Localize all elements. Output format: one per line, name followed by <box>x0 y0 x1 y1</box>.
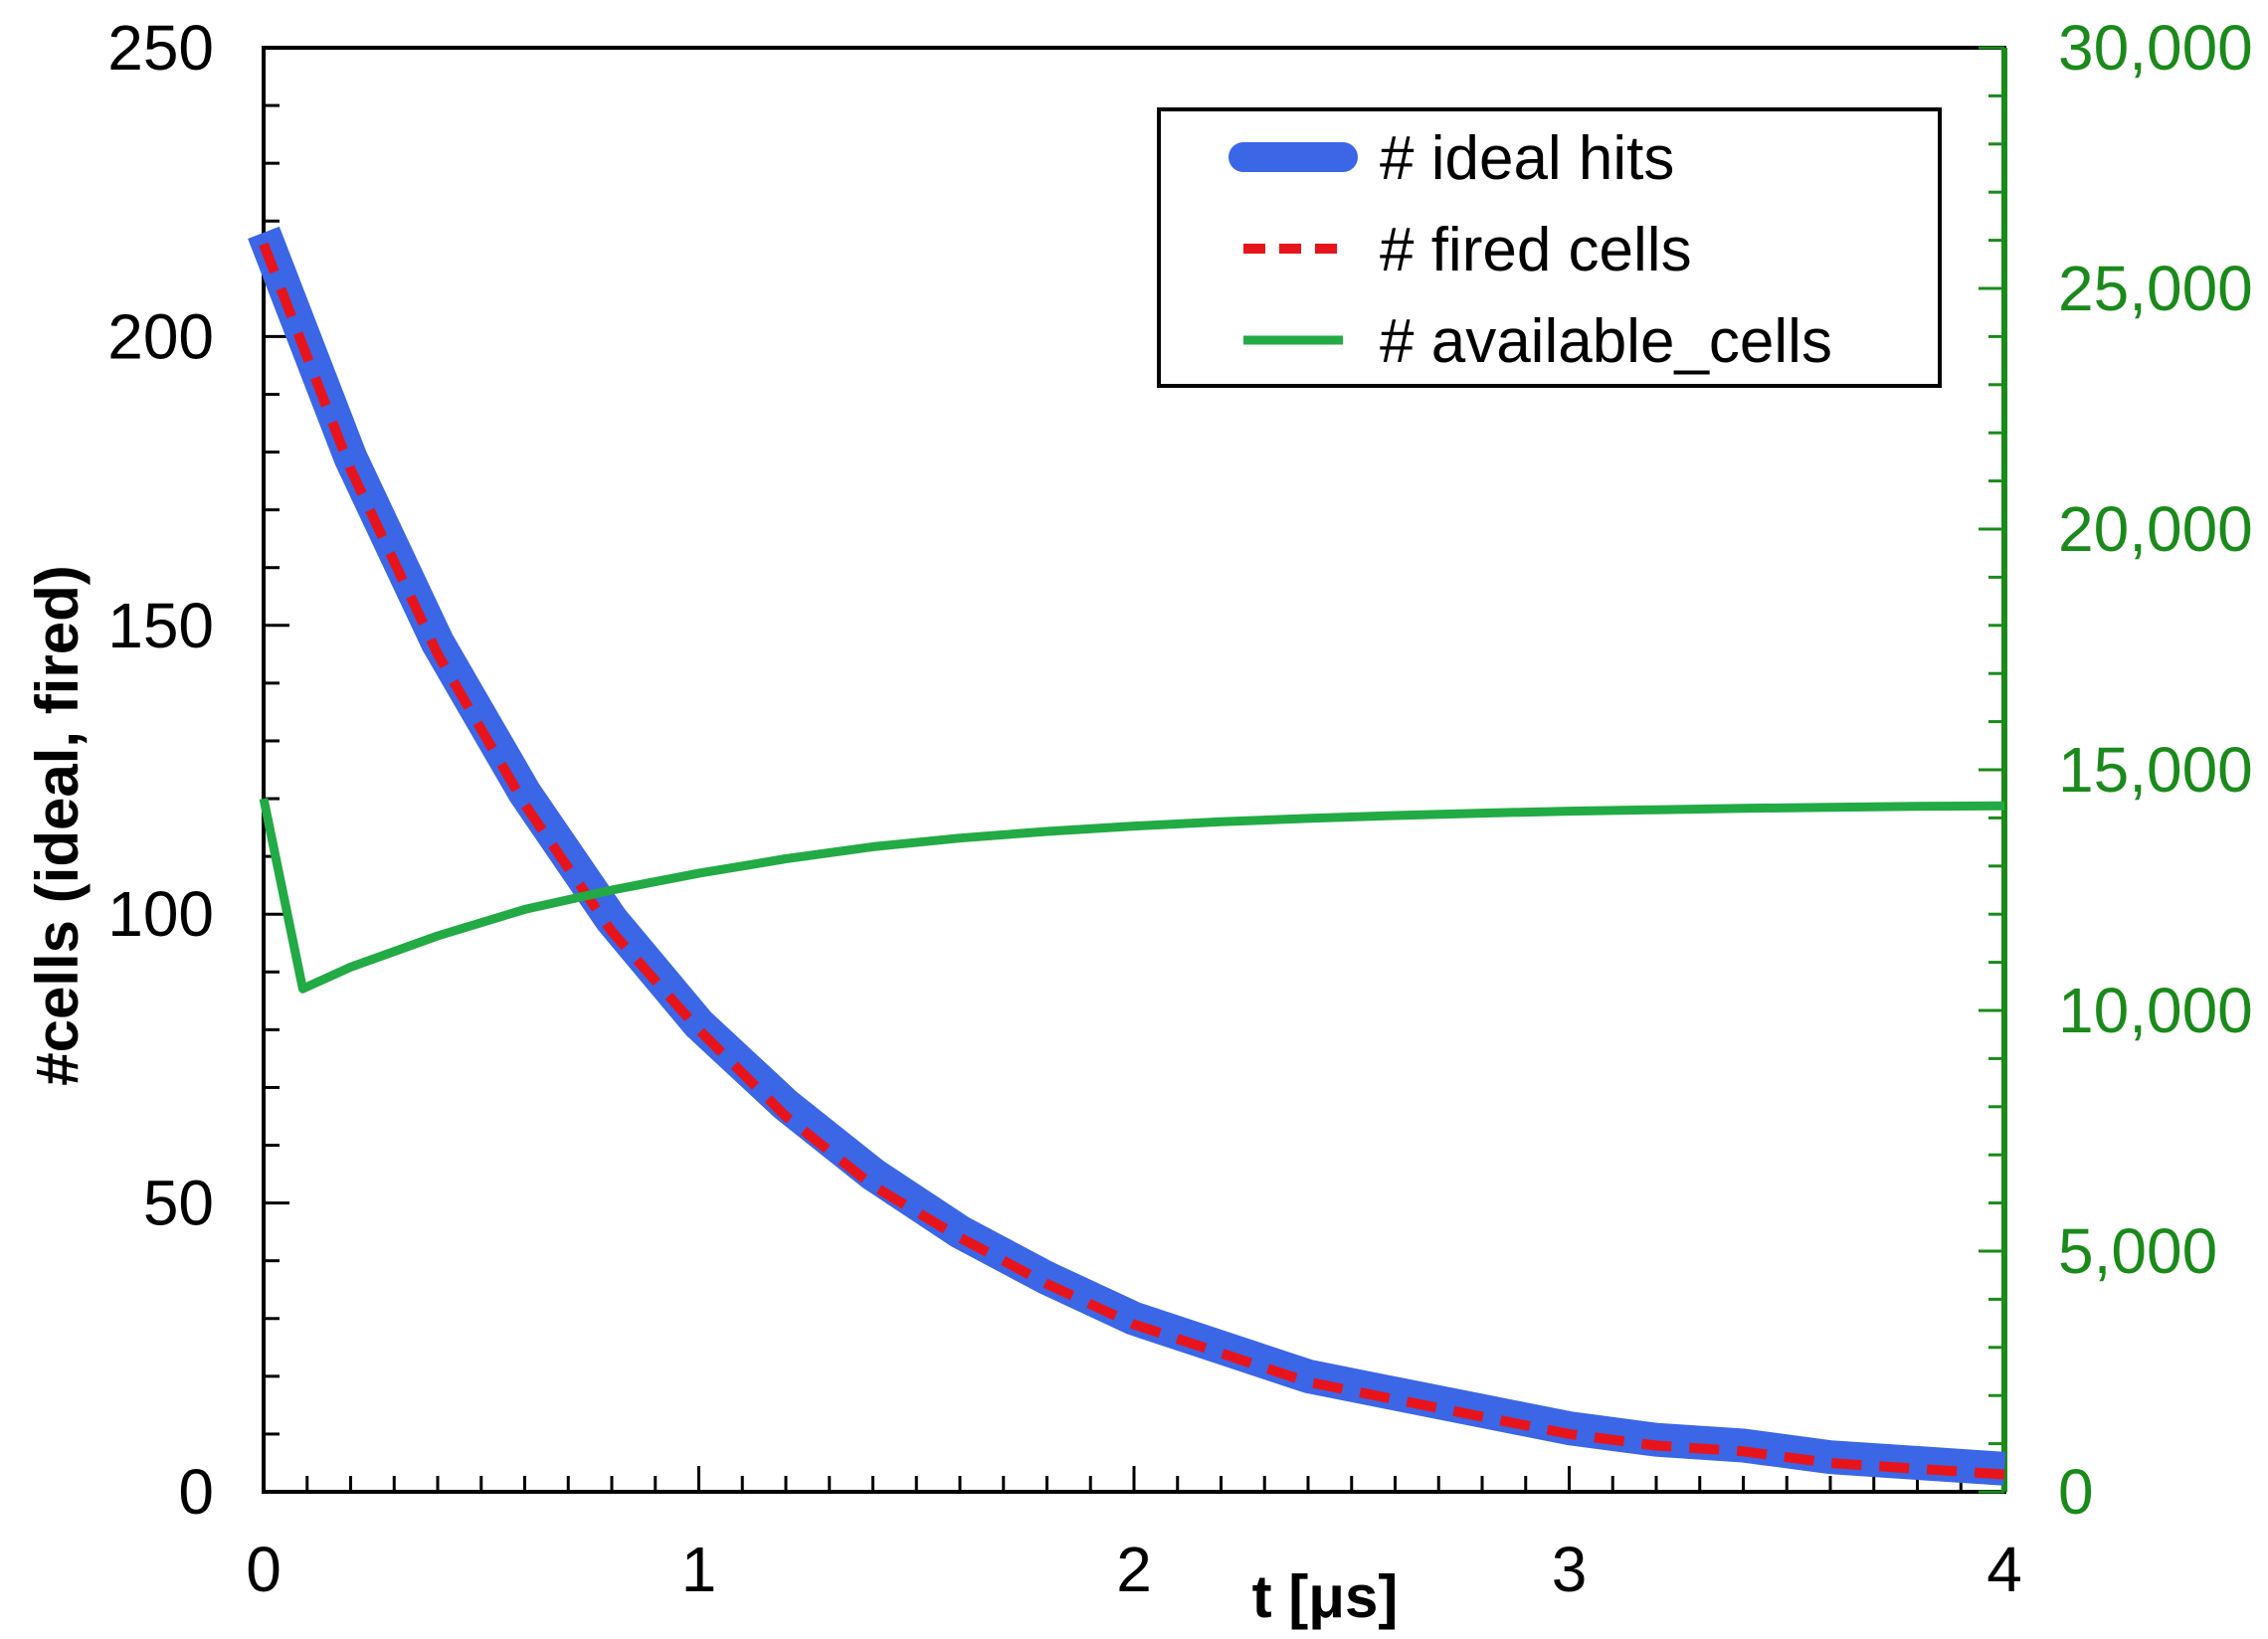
y2-tick-label: 5,000 <box>2058 1215 2217 1287</box>
x-tick-label: 1 <box>681 1534 717 1605</box>
y2-tick-label: 15,000 <box>2058 734 2253 806</box>
series-line-ideal-hits <box>248 226 2006 1486</box>
y-tick-label: 50 <box>143 1168 214 1239</box>
y2-tick-labels: 0 5,000 10,000 15,000 20,000 25,000 30,000 <box>2058 12 2253 1528</box>
x-tick-label: 2 <box>1116 1534 1152 1605</box>
y-tick-label: 0 <box>178 1456 214 1528</box>
legend-label-fired-cells: # fired cells <box>1380 216 1692 284</box>
y-tick-label: 250 <box>107 12 214 84</box>
y-tick-label: 100 <box>107 878 214 950</box>
series-line-fired-cells <box>259 242 2005 1480</box>
y-tick-label: 200 <box>107 300 214 372</box>
x-tick-label: 4 <box>1986 1534 2022 1605</box>
series-line-available-cells <box>259 798 2005 994</box>
y2-tick-label: 0 <box>2058 1456 2094 1528</box>
y2-tick-label: 10,000 <box>2058 975 2253 1046</box>
y2-tick-label: 25,000 <box>2058 253 2253 324</box>
y2-tick-label: 30,000 <box>2058 12 2253 84</box>
legend-label-ideal-hits: # ideal hits <box>1380 124 1674 193</box>
y-tick-labels: 0 50 100 150 200 250 <box>107 12 214 1528</box>
x-tick-label: 0 <box>246 1534 282 1605</box>
x-tick-label: 3 <box>1552 1534 1588 1605</box>
x-axis-title: t [μs] <box>1252 1563 1399 1630</box>
y2-minor-ticks <box>1979 46 2004 1494</box>
legend: # ideal hits # fired cells # available_c… <box>1157 107 1942 388</box>
x-tick-labels: 0 1 2 3 4 <box>246 1534 2022 1605</box>
x-minor-ticks <box>262 1466 2006 1492</box>
legend-label-available-cells: # available_cells <box>1380 307 1832 376</box>
y-axis-title: #cells (ideal, fired) <box>24 565 91 1086</box>
series-layer <box>248 226 2006 1486</box>
y-tick-label: 150 <box>107 590 214 661</box>
y2-tick-label: 20,000 <box>2058 493 2253 565</box>
